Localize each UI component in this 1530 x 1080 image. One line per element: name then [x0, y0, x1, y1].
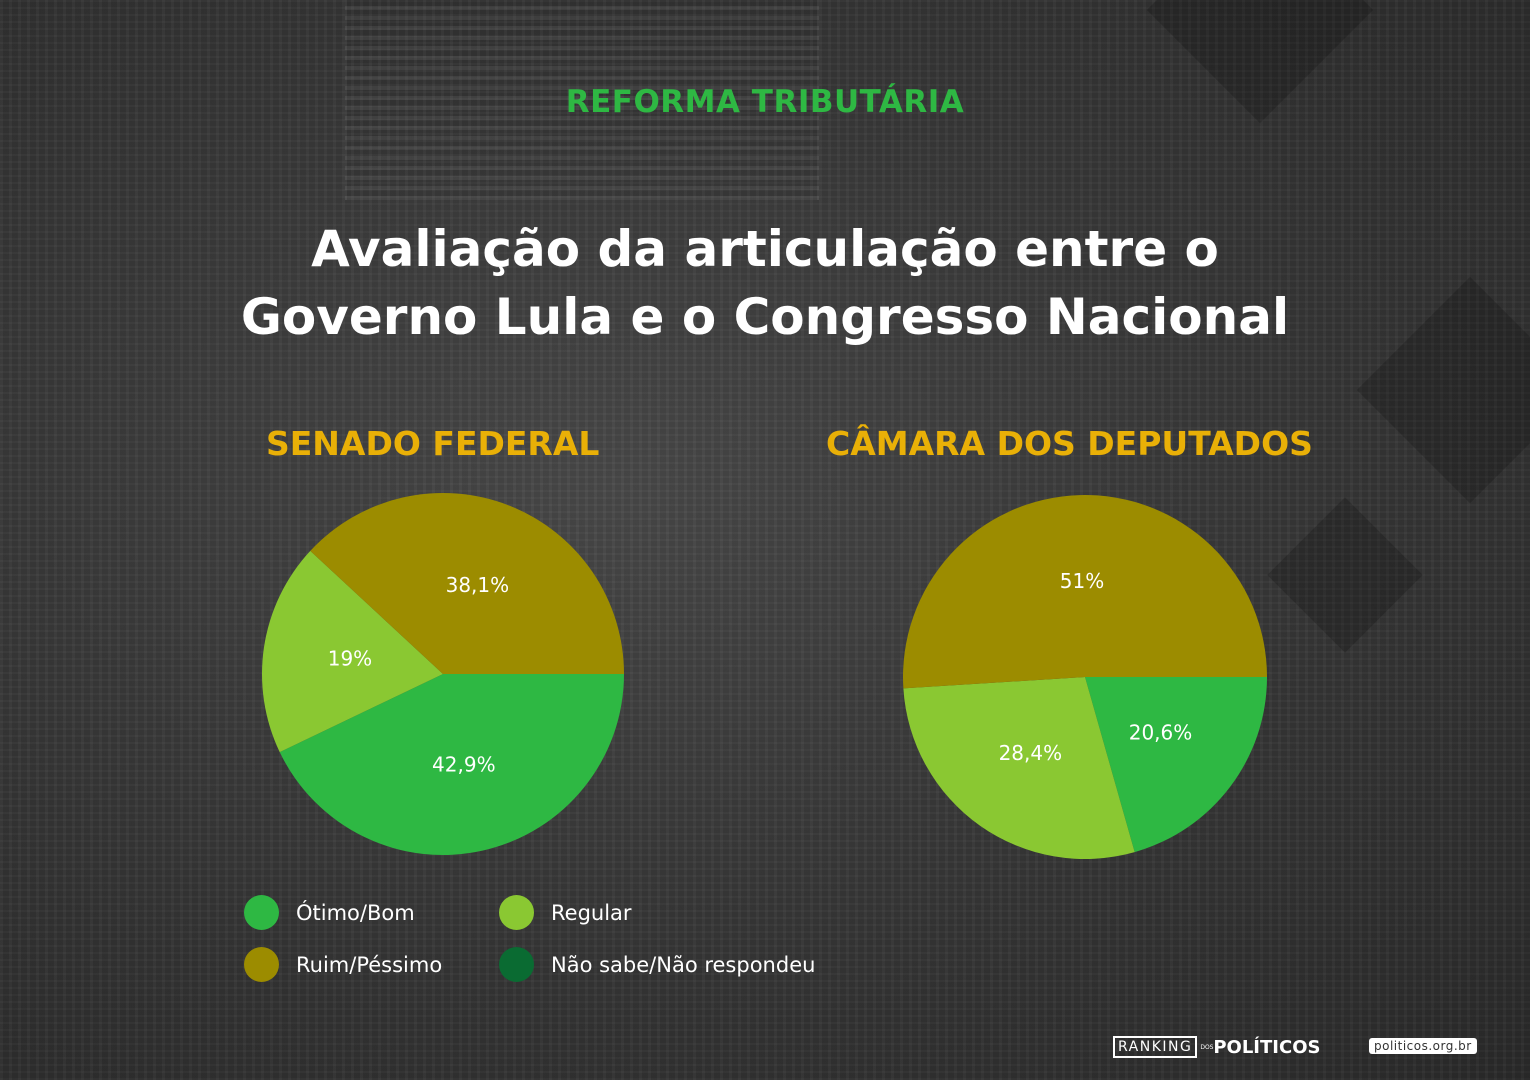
pie-slice-otimo-bom — [279, 674, 624, 855]
legend-item-ruim-pessimo: Ruim/Péssimo — [244, 947, 442, 982]
legend-label: Ótimo/Bom — [296, 900, 415, 925]
legend-swatch — [499, 895, 534, 930]
pie-data-label-otimo-bom: 20,6% — [1129, 721, 1193, 745]
legend-swatch — [244, 895, 279, 930]
pie-data-label-regular: 28,4% — [999, 741, 1063, 765]
legend-item-nao-sabe: Não sabe/Não respondeu — [499, 947, 815, 982]
pie-slice-regular — [903, 677, 1135, 859]
pie-slice-regular — [262, 550, 443, 753]
legend-label: Não sabe/Não respondeu — [551, 952, 816, 977]
legend-label: Ruim/Péssimo — [296, 952, 443, 977]
legend-swatch — [499, 947, 534, 982]
pie-data-label-ruim-pessimo: 51% — [1060, 569, 1104, 593]
pie-data-label-otimo-bom: 42,9% — [432, 752, 496, 776]
legend-swatch — [244, 947, 279, 982]
page-title: Avaliação da articulação entre o Governo… — [0, 215, 1530, 351]
page-title-line-1: Avaliação da articulação entre o — [311, 220, 1219, 278]
pie-chart-senado: 42,9% 19% 38,1% — [262, 493, 624, 855]
ranking-dos-politicos-logo: RANKING DOS POLÍTICOS — [1113, 1036, 1320, 1058]
site-url-badge: politicos.org.br — [1369, 1038, 1477, 1054]
pie-slice-ruim-pessimo — [310, 493, 624, 674]
chart-title-camara: CÂMARA DOS DEPUTADOS — [826, 424, 1313, 463]
section-kicker: REFORMA TRIBUTÁRIA — [565, 84, 965, 120]
legend-label: Regular — [551, 900, 632, 925]
pie-slice-otimo-bom — [1085, 677, 1267, 853]
pie-slice-ruim-pessimo — [903, 494, 1267, 689]
legend-item-otimo-bom: Ótimo/Bom — [244, 895, 415, 930]
pie-data-label-regular: 19% — [328, 646, 372, 670]
legend-item-regular: Regular — [499, 895, 632, 930]
logo-dos-text: DOS — [1200, 1043, 1214, 1051]
pie-data-label-ruim-pessimo: 38,1% — [446, 573, 510, 597]
pie-chart-camara: 20,6% 28,4% 51% — [903, 494, 1267, 859]
background-voting-board — [345, 0, 819, 200]
logo-politicos-text: POLÍTICOS — [1213, 1036, 1321, 1058]
page-title-line-2: Governo Lula e o Congresso Nacional — [240, 288, 1290, 346]
chart-title-senado: SENADO FEDERAL — [266, 424, 600, 463]
logo-ranking-text: RANKING — [1113, 1036, 1198, 1058]
